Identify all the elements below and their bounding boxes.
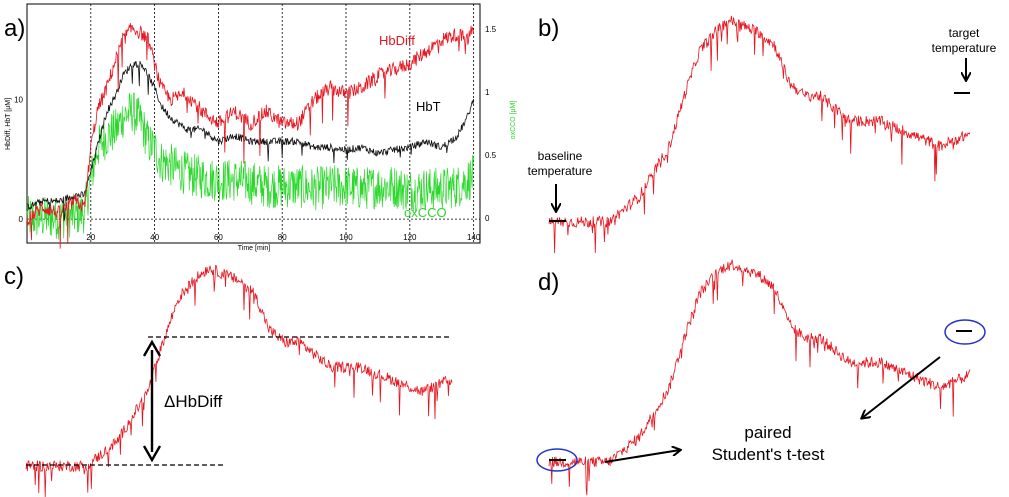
series-group bbox=[26, 23, 474, 249]
grid bbox=[27, 4, 480, 243]
ttest-label-1: paired bbox=[744, 423, 791, 442]
plot-frame bbox=[26, 3, 481, 244]
target-test-arrow bbox=[862, 356, 941, 418]
y-axis-label-right: oxCCO [μM] bbox=[510, 101, 517, 140]
y-ticks-left: 0 10 bbox=[14, 96, 23, 225]
series-group bbox=[548, 15, 971, 254]
panel-label-a: a) bbox=[4, 15, 25, 42]
y-tick-label-left: 10 bbox=[14, 96, 23, 105]
y-tick-label-left: 0 bbox=[19, 215, 24, 224]
y-tick-label-right: 1 bbox=[485, 88, 490, 97]
baseline-label-2: temperature bbox=[528, 164, 593, 178]
panel-b-chart: baseline temperature target temperature bbox=[528, 15, 997, 254]
baseline-test-arrow bbox=[604, 450, 680, 463]
panel-label-d: d) bbox=[538, 269, 559, 296]
y-ticks-right: 0 0.5 1 1.5 bbox=[485, 25, 497, 223]
baseline-circle bbox=[536, 448, 578, 472]
delta-arrow-head-up bbox=[142, 339, 162, 357]
series-label-hbt: HbT bbox=[416, 99, 441, 114]
y-tick-label-right: 0 bbox=[485, 214, 490, 223]
series-group bbox=[25, 264, 453, 497]
delta-arrow-head-down bbox=[142, 445, 162, 463]
y-axis-label-left: HbDiff, HbT [μM] bbox=[5, 98, 12, 150]
x-axis-label: Time [min] bbox=[238, 245, 270, 252]
series-line-hbdiff bbox=[548, 259, 971, 496]
x-tick-label: 40 bbox=[150, 233, 159, 242]
y-tick-label-right: 1.5 bbox=[485, 25, 497, 34]
x-tick-label: 80 bbox=[278, 233, 287, 242]
series-line-hbdiff bbox=[548, 15, 971, 254]
series-group bbox=[548, 259, 971, 496]
x-tick-label: 20 bbox=[86, 233, 95, 242]
ttest-label-2: Student's t-test bbox=[712, 445, 825, 464]
series-line-hbdiff bbox=[26, 23, 474, 249]
x-ticks: 20 40 60 80 100 120 140 bbox=[86, 233, 480, 242]
x-tick-label: 100 bbox=[339, 233, 353, 242]
target-label-1: target bbox=[949, 26, 980, 40]
series-label-oxcco: oxCCO bbox=[404, 205, 447, 220]
panel-label-b: b) bbox=[538, 15, 559, 42]
target-circle bbox=[944, 319, 986, 345]
series-line-hbt bbox=[26, 60, 474, 222]
target-label-2: temperature bbox=[932, 41, 997, 55]
panel-label-c: c) bbox=[4, 263, 24, 290]
delta-label: ΔHbDiff bbox=[164, 392, 223, 411]
series-label-hbdiff: HbDiff bbox=[379, 33, 415, 48]
baseline-label-1: baseline bbox=[538, 149, 583, 163]
panel-a-chart: 20 40 60 80 100 120 140 0 10 0 0.5 1 1.5 Time [min… bbox=[5, 3, 517, 252]
y-tick-label-right: 0.5 bbox=[485, 151, 497, 160]
series-line-hbdiff bbox=[25, 264, 453, 497]
x-tick-label: 140 bbox=[467, 233, 481, 242]
x-tick-label: 120 bbox=[403, 233, 417, 242]
panel-d-chart: paired Student's t-test bbox=[536, 259, 986, 496]
panel-c-chart: ΔHbDiff bbox=[25, 264, 453, 497]
x-tick-label: 60 bbox=[214, 233, 223, 242]
